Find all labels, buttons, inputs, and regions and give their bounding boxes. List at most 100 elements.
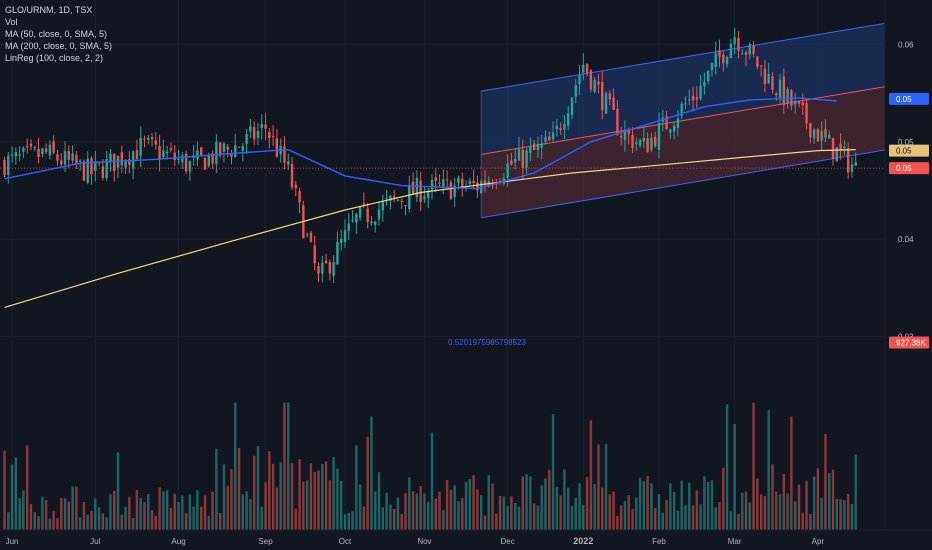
candle-down <box>75 154 78 165</box>
volume-bar <box>150 510 154 530</box>
volume-bar <box>283 402 286 530</box>
volume-bar <box>529 476 532 530</box>
volume-bar <box>476 489 479 530</box>
volume-bar <box>801 512 804 530</box>
volume-bar <box>514 503 517 530</box>
legend-symbol[interactable]: GLO/URNM, 1D, TSX <box>5 5 93 15</box>
grid <box>0 0 885 530</box>
linreg-mid-line <box>481 84 896 155</box>
volume-bar <box>601 487 604 530</box>
candle-up <box>389 195 392 201</box>
volume-bar <box>491 483 494 530</box>
volume-bar <box>381 507 385 530</box>
candle-down <box>252 127 256 140</box>
candle-down <box>169 148 173 151</box>
volume-bar <box>820 497 823 530</box>
volume-bar <box>699 504 702 530</box>
volume-bar <box>336 468 339 530</box>
candle-up <box>854 162 857 166</box>
candle-down <box>597 81 600 85</box>
candle-down <box>691 95 695 101</box>
volume-bar <box>131 517 135 530</box>
volume-bar <box>162 491 165 530</box>
candle-down <box>290 163 294 188</box>
candle-up <box>408 184 411 210</box>
candle-down <box>184 153 188 172</box>
volume-bar <box>362 506 366 530</box>
candle-down <box>619 135 623 138</box>
candle-down <box>237 146 241 148</box>
price-tick-label: 0.04 <box>898 235 914 244</box>
volume-bar <box>831 469 835 530</box>
volume-bar <box>10 464 14 530</box>
volume-bar <box>434 498 437 530</box>
price-badge <box>889 144 929 157</box>
volume-bar <box>287 402 290 530</box>
candle-down <box>665 116 668 130</box>
linreg-channel <box>480 21 896 219</box>
candle-down <box>476 182 479 191</box>
volume-bar <box>377 472 381 530</box>
candle-up <box>63 151 67 165</box>
legend-ma200[interactable]: MA (200, close, 0, SMA, 5) <box>5 41 113 51</box>
candle-up <box>680 103 683 116</box>
candle-up <box>94 161 97 172</box>
candle-down <box>654 136 657 147</box>
candle-up <box>729 43 733 59</box>
candle-down <box>797 100 801 104</box>
candles <box>3 27 857 284</box>
price-badge-label: 927.38K <box>896 339 926 348</box>
legend-linreg[interactable]: LinReg (100, close, 2, 2) <box>5 53 104 63</box>
volume-bar <box>763 496 767 530</box>
volume-bar <box>82 502 86 530</box>
candle-up <box>196 150 199 160</box>
candle-down <box>275 138 279 157</box>
volume-bar <box>135 490 139 530</box>
candle-down <box>56 154 59 161</box>
volume-bar <box>120 514 123 530</box>
candle-up <box>124 161 127 168</box>
candle-down <box>510 160 513 165</box>
candle-down <box>366 208 369 222</box>
legend-ma50[interactable]: MA (50, close, 0, SMA, 5) <box>5 29 108 39</box>
legend-vol[interactable]: Vol <box>5 17 18 27</box>
candle-down <box>317 266 320 274</box>
candle-down <box>521 149 524 169</box>
candle-up <box>14 151 18 157</box>
volume-bar <box>718 501 721 530</box>
candle-up <box>778 79 782 98</box>
volume-bar <box>268 451 271 530</box>
volume-bar <box>706 482 710 530</box>
volume-bar <box>786 493 789 530</box>
volume-bar <box>309 463 313 530</box>
candle-down <box>101 166 105 178</box>
candle-down <box>313 245 316 264</box>
candle-up <box>604 93 608 114</box>
volume-bar <box>347 512 350 530</box>
volume-bar <box>828 473 831 530</box>
candle-up <box>820 130 823 141</box>
candle-up <box>468 181 472 184</box>
volume-bar <box>487 475 490 530</box>
volume-bar <box>207 515 210 530</box>
volume-bar <box>218 513 222 530</box>
volume-bar <box>33 512 36 530</box>
candle-up <box>340 239 343 243</box>
candle-down <box>392 196 396 198</box>
volume-bar <box>479 495 483 530</box>
candle-down <box>264 124 267 129</box>
candle-down <box>271 136 275 138</box>
candle-down <box>775 93 778 96</box>
candle-up <box>442 179 445 187</box>
volume-bar <box>192 506 195 530</box>
volume-bar <box>408 477 411 530</box>
volume-bar <box>457 501 460 530</box>
volume-bar <box>321 464 324 530</box>
time-axis[interactable]: Jun Jul Aug Sep Oct Nov Dec 2022 Feb Mar Apr <box>0 529 932 550</box>
candle-up <box>582 64 585 73</box>
candle-up <box>385 198 388 200</box>
volume-bar <box>536 505 540 530</box>
volume-bar <box>714 507 717 530</box>
